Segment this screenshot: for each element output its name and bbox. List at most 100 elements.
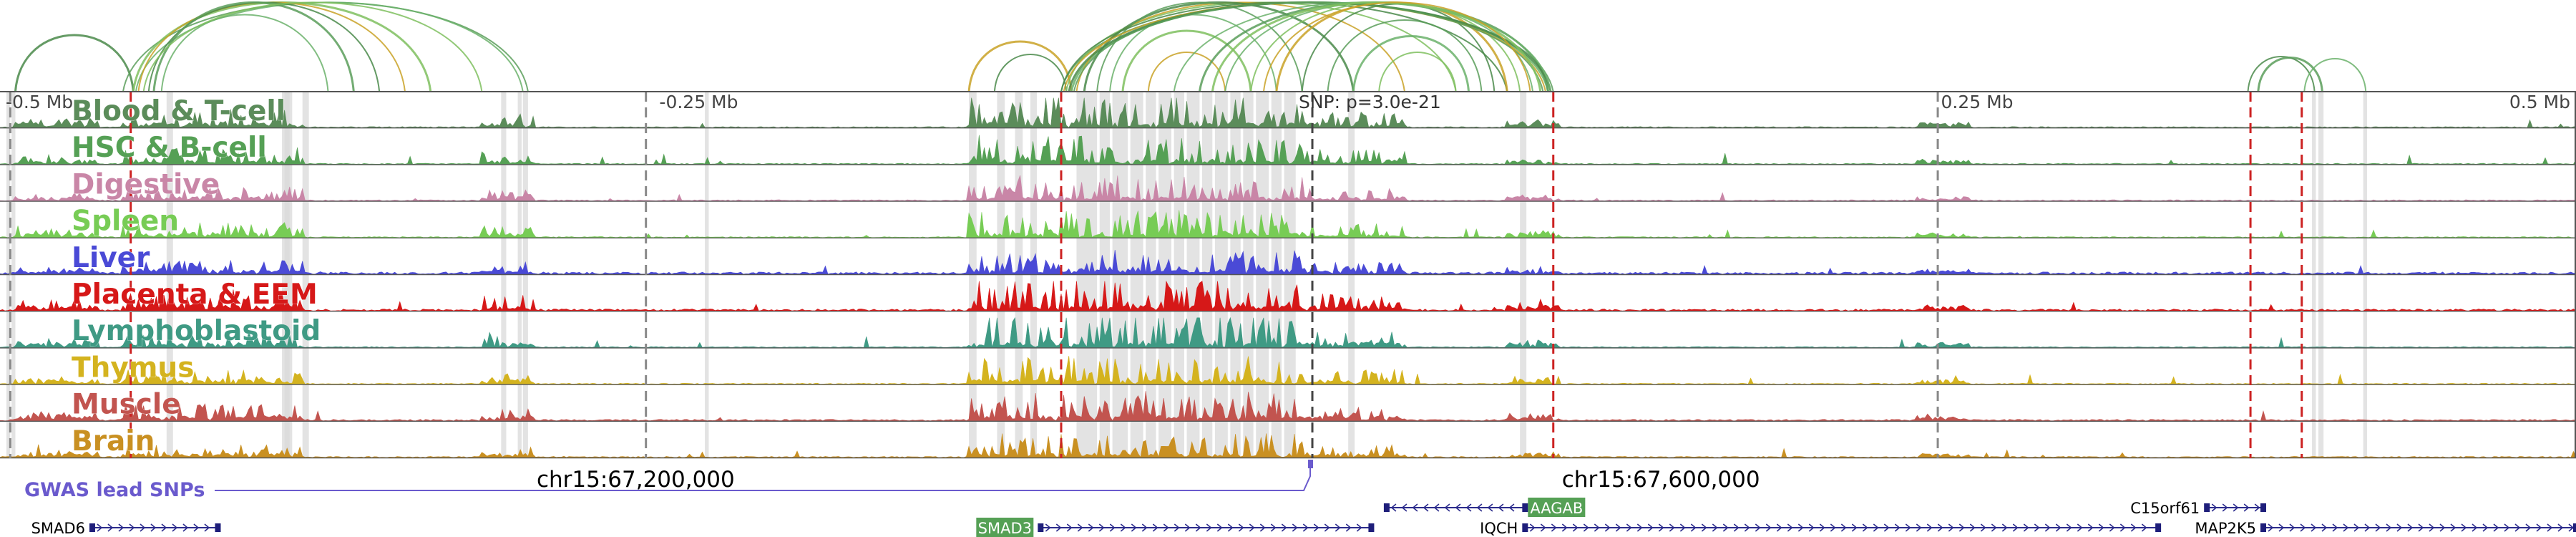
strand-arrow <box>2268 523 2274 532</box>
signal-track-6 <box>0 316 2576 348</box>
axis-tick-label: 0.25 Mb <box>1941 92 2013 112</box>
strand-arrow <box>1141 523 1148 532</box>
strand-arrow <box>2386 523 2392 532</box>
strand-arrow <box>2119 523 2126 532</box>
strand-arrow <box>1292 523 1298 532</box>
strand-arrow <box>1335 523 1341 532</box>
strand-arrow <box>1969 523 1976 532</box>
strand-arrow <box>2311 523 2317 532</box>
strand-arrow <box>2254 503 2260 512</box>
strand-arrow <box>1658 523 1664 532</box>
strand-arrow <box>1991 523 1997 532</box>
strand-arrow <box>1819 523 1825 532</box>
strand-arrow <box>2461 523 2467 532</box>
strand-arrow <box>2472 523 2478 532</box>
strand-arrow <box>2023 523 2029 532</box>
strand-arrow <box>1636 523 1643 532</box>
strand-arrow <box>2243 503 2250 512</box>
gene-exon <box>1038 523 1044 532</box>
strand-arrow <box>1455 503 1461 512</box>
strand-arrow <box>2087 523 2094 532</box>
strand-arrow <box>1433 503 1440 512</box>
strand-arrow <box>2289 523 2296 532</box>
signal-track-3 <box>0 210 2576 238</box>
strand-arrow <box>1206 523 1212 532</box>
strand-arrow <box>1390 503 1397 512</box>
dashed-markers <box>9 92 2303 458</box>
strand-arrow <box>1324 523 1330 532</box>
loop-arc <box>152 1 355 92</box>
gene-label-c15orf61: C15orf61 <box>2130 500 2200 517</box>
gene-label-map2k5: MAP2K5 <box>2195 520 2256 537</box>
coordinate-label: chr15:67,200,000 <box>537 467 735 493</box>
strand-arrow <box>1787 523 1793 532</box>
strand-arrow <box>1905 523 1911 532</box>
strand-arrow <box>1045 523 1051 532</box>
gene-exon <box>89 523 95 532</box>
strand-arrow <box>2222 503 2228 512</box>
track-label-8: Muscle <box>72 389 181 421</box>
strand-arrow <box>1926 523 1933 532</box>
strand-arrow <box>2211 503 2218 512</box>
strand-arrow <box>2343 523 2349 532</box>
strand-arrow <box>2141 523 2147 532</box>
track-label-3: Spleen <box>72 205 179 238</box>
strand-arrow <box>1797 523 1804 532</box>
signal-track-5 <box>0 280 2576 311</box>
strand-arrow <box>1647 523 1654 532</box>
strand-arrow <box>1174 523 1180 532</box>
track-label-6: Lymphoblastoid <box>72 315 321 347</box>
gene-exon <box>1522 503 1528 512</box>
gene-exon <box>1522 523 1528 532</box>
strand-arrow <box>1572 523 1579 532</box>
strand-arrow <box>1487 503 1493 512</box>
strand-arrow <box>1626 523 1632 532</box>
strand-arrow <box>1594 523 1600 532</box>
strand-arrow <box>1498 503 1504 512</box>
strand-arrow <box>2482 523 2489 532</box>
signal-track-7 <box>0 356 2576 385</box>
strand-arrow <box>2547 523 2553 532</box>
strand-arrow <box>2514 523 2521 532</box>
strand-arrow <box>1808 523 1815 532</box>
strand-arrow <box>1916 523 1922 532</box>
loop-arc <box>1378 52 1457 92</box>
loop-arc <box>1075 1 1405 92</box>
strand-arrow <box>1098 523 1105 532</box>
strand-arrow <box>1948 523 1954 532</box>
strand-arrow <box>1109 523 1116 532</box>
strand-arrow <box>1412 503 1418 512</box>
strand-arrow <box>182 523 189 532</box>
loop-arc <box>147 1 381 92</box>
track-label-2: Digestive <box>72 168 220 200</box>
strand-arrow <box>1840 523 1847 532</box>
loop-arc <box>135 1 524 92</box>
strand-arrow <box>2300 523 2306 532</box>
strand-arrow <box>1077 523 1083 532</box>
gene-exon <box>215 523 221 532</box>
strand-arrow <box>2429 523 2435 532</box>
strand-arrow <box>1583 523 1589 532</box>
strand-arrow <box>118 523 125 532</box>
loop-arc <box>1073 1 1544 92</box>
strand-arrow <box>2109 523 2115 532</box>
strand-arrow <box>2332 523 2338 532</box>
gene-label-smad6: SMAD6 <box>31 520 85 537</box>
loop-arc <box>160 14 329 92</box>
strand-arrow <box>193 523 200 532</box>
strand-arrow <box>2055 523 2062 532</box>
track-label-7: Thymus <box>72 352 194 384</box>
strand-arrow <box>1259 523 1266 532</box>
gene-exon <box>2260 503 2266 512</box>
strand-arrow <box>1604 523 1611 532</box>
strand-arrow <box>1980 523 1986 532</box>
strand-arrow <box>2407 523 2414 532</box>
strand-arrow <box>1423 503 1429 512</box>
strand-arrow <box>1765 523 1772 532</box>
signal-track-0 <box>0 97 2576 128</box>
strand-arrow <box>1270 523 1277 532</box>
loop-arc <box>14 34 135 92</box>
strand-arrow <box>1551 523 1557 532</box>
strand-arrow <box>2364 523 2371 532</box>
strand-arrow <box>2034 523 2040 532</box>
